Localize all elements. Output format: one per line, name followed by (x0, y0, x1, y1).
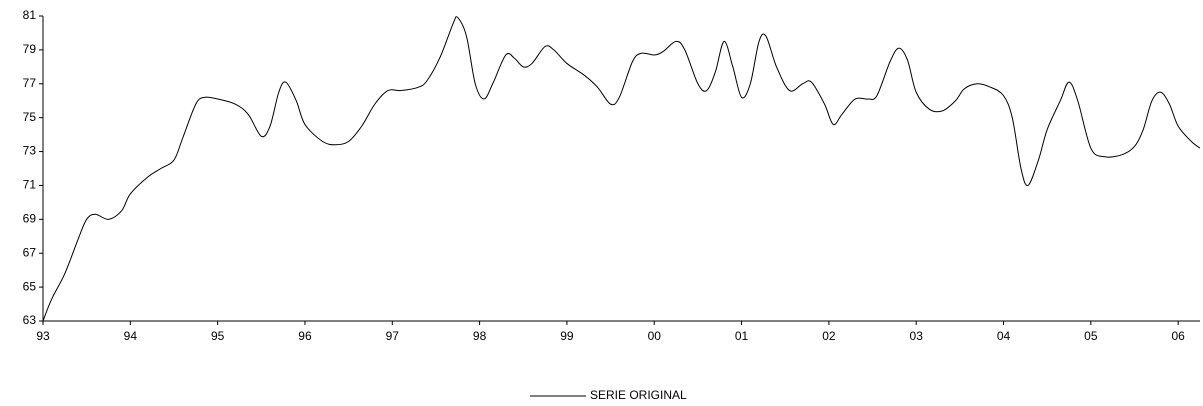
y-tick-label: 67 (23, 245, 37, 259)
y-tick-label: 65 (23, 279, 37, 293)
x-tick-label: 96 (298, 329, 312, 343)
x-tick-label: 06 (1171, 329, 1185, 343)
y-tick-label: 77 (23, 76, 37, 90)
y-tick-label: 81 (23, 8, 37, 22)
x-tick-label: 97 (386, 329, 400, 343)
x-tick-label: 95 (211, 329, 225, 343)
y-tick-label: 69 (23, 212, 37, 226)
y-tick-label: 63 (23, 313, 37, 327)
x-tick-label: 99 (560, 329, 574, 343)
x-tick-label: 02 (822, 329, 836, 343)
x-tick-label: 03 (910, 329, 924, 343)
x-tick-label: 98 (473, 329, 487, 343)
x-tick-label: 01 (735, 329, 749, 343)
y-tick-label: 71 (23, 178, 37, 192)
legend-label: SERIE ORIGINAL (590, 388, 687, 402)
x-tick-label: 00 (648, 329, 662, 343)
y-tick-label: 73 (23, 144, 37, 158)
y-tick-label: 79 (23, 42, 37, 56)
series-line (42, 16, 1201, 322)
y-tick-label: 75 (23, 110, 37, 124)
x-tick-label: 93 (36, 329, 50, 343)
x-tick-label: 94 (124, 329, 138, 343)
x-tick-label: 05 (1084, 329, 1098, 343)
x-tick-label: 04 (997, 329, 1011, 343)
